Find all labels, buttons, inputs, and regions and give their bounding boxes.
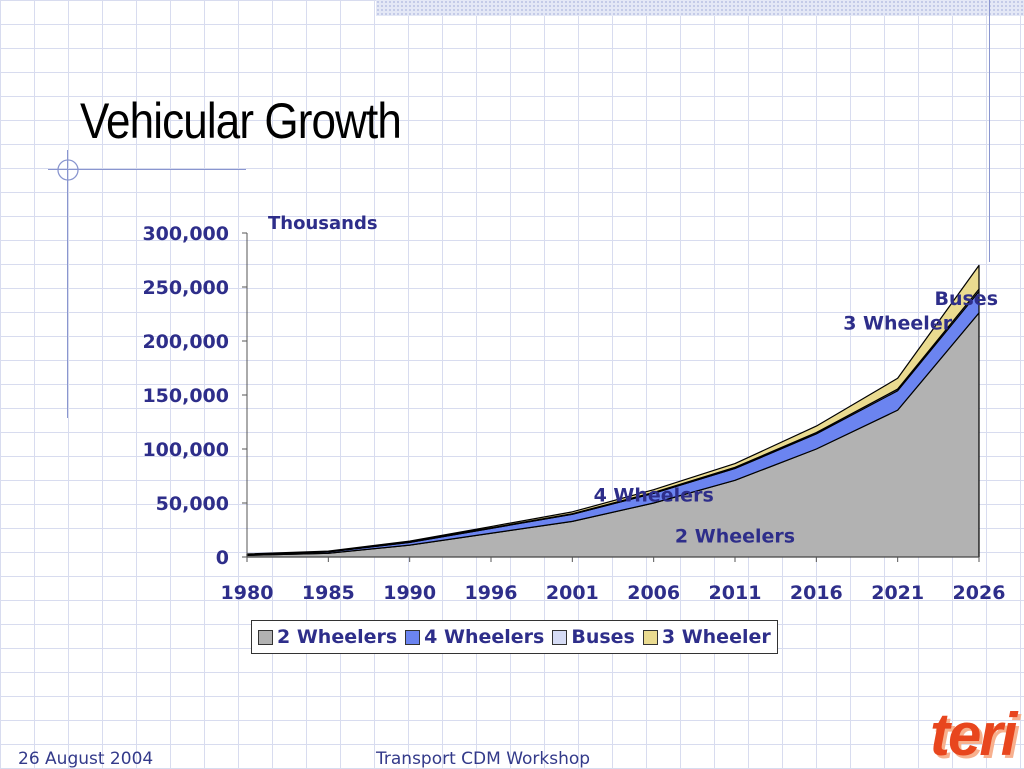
crosshair-ornament <box>57 159 79 181</box>
annotation-buses: Buses <box>934 288 998 310</box>
legend-label: 3 Wheeler <box>661 626 771 648</box>
slide-title: Vehicular Growth <box>80 93 402 149</box>
x-tick-label: 2006 <box>627 582 680 604</box>
x-tick-label: 2001 <box>546 582 599 604</box>
legend-item-buses: Buses <box>552 626 635 648</box>
decor-line-horizontal <box>48 169 246 170</box>
x-tick-label: 1985 <box>302 582 355 604</box>
series-area-3-wheeler <box>246 264 980 555</box>
legend-label: 2 Wheelers <box>277 626 398 648</box>
area-chart: 0 50,000 100,000 150,000 200,000 250,000 300,0… <box>142 213 1005 604</box>
x-tick-label: 1990 <box>383 582 436 604</box>
y-unit-label: Thousands <box>268 213 378 234</box>
decor-line-right <box>989 0 990 262</box>
decor-line-left <box>67 150 68 418</box>
footer-date: 26 August 2004 <box>18 749 154 769</box>
legend-swatch <box>552 629 568 645</box>
y-tick-label: 50,000 <box>156 493 229 515</box>
legend-item-3-wheeler: 3 Wheeler <box>642 626 771 648</box>
y-tick-label: 300,000 <box>142 223 229 245</box>
legend-label: Buses <box>571 626 635 648</box>
x-tick-label: 1980 <box>221 582 274 604</box>
y-tick-label: 250,000 <box>142 277 229 299</box>
chart-legend: 2 Wheelers 4 Wheelers Buses 3 Wheeler <box>251 620 778 654</box>
chart-labels: Thousands 2 Wheelers 4 Wheelers 3 Wheeler Bu… <box>268 213 998 547</box>
annotation-3-wheeler: 3 Wheeler <box>843 313 952 335</box>
x-tick-label: 2011 <box>709 582 762 604</box>
teri-logo: teri <box>930 701 1017 768</box>
series-area-2-wheelers <box>246 312 980 558</box>
legend-label: 4 Wheelers <box>424 626 545 648</box>
header-band <box>376 0 1024 16</box>
x-tick-label: 1996 <box>465 582 518 604</box>
x-tick-label: 2016 <box>790 582 843 604</box>
chart-areas <box>246 264 980 558</box>
annotation-4-wheelers: 4 Wheelers <box>594 484 714 506</box>
legend-swatch <box>642 629 658 645</box>
y-tick-label: 150,000 <box>142 385 229 407</box>
y-tick-label: 0 <box>216 547 229 569</box>
legend-swatch <box>258 629 273 645</box>
chart-axes: 0 50,000 100,000 150,000 200,000 250,000 300,0… <box>142 223 1005 604</box>
x-tick-label: 2021 <box>871 582 924 604</box>
x-tick-label: 2026 <box>953 582 1006 604</box>
legend-swatch <box>405 629 421 645</box>
annotation-2-wheelers: 2 Wheelers <box>675 525 795 547</box>
legend-item-2-wheelers: 2 Wheelers <box>258 626 397 648</box>
footer-event: Transport CDM Workshop <box>376 749 591 769</box>
legend-item-4-wheelers: 4 Wheelers <box>405 626 544 648</box>
y-tick-label: 200,000 <box>142 331 229 353</box>
y-tick-label: 100,000 <box>142 439 229 461</box>
